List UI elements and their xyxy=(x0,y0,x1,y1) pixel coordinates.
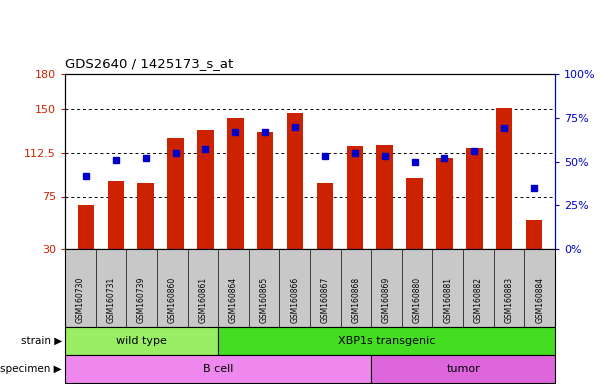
Bar xyxy=(436,158,453,249)
Text: GSM160882: GSM160882 xyxy=(474,277,483,323)
Text: GSM160864: GSM160864 xyxy=(229,277,238,323)
Text: specimen ▶: specimen ▶ xyxy=(1,364,62,374)
Text: GSM160880: GSM160880 xyxy=(413,277,422,323)
Text: GDS2640 / 1425173_s_at: GDS2640 / 1425173_s_at xyxy=(65,57,233,70)
Text: GSM160730: GSM160730 xyxy=(76,277,85,323)
Text: GSM160860: GSM160860 xyxy=(168,277,177,323)
Bar xyxy=(78,205,94,249)
Text: GSM160861: GSM160861 xyxy=(198,277,207,323)
Text: GSM160731: GSM160731 xyxy=(106,277,115,323)
Text: GSM160869: GSM160869 xyxy=(382,277,391,323)
Text: GSM160884: GSM160884 xyxy=(535,277,544,323)
Bar xyxy=(197,130,213,249)
Text: GSM160867: GSM160867 xyxy=(321,277,330,323)
Bar xyxy=(227,118,243,249)
Bar xyxy=(287,113,304,249)
Text: GSM160865: GSM160865 xyxy=(260,277,269,323)
Bar xyxy=(466,147,483,249)
Bar xyxy=(257,132,273,249)
Text: B cell: B cell xyxy=(203,364,233,374)
Text: GSM160866: GSM160866 xyxy=(290,277,299,323)
Bar xyxy=(526,220,542,249)
Bar xyxy=(406,178,423,249)
Bar xyxy=(167,138,184,249)
Bar xyxy=(347,146,363,249)
Text: XBP1s transgenic: XBP1s transgenic xyxy=(338,336,435,346)
Bar xyxy=(376,145,393,249)
Bar xyxy=(108,181,124,249)
Bar xyxy=(138,182,154,249)
Text: GSM160739: GSM160739 xyxy=(137,277,146,323)
Bar xyxy=(317,182,333,249)
Text: tumor: tumor xyxy=(447,364,480,374)
Bar xyxy=(496,108,513,249)
Text: GSM160881: GSM160881 xyxy=(444,277,453,323)
Text: GSM160868: GSM160868 xyxy=(352,277,361,323)
Text: strain ▶: strain ▶ xyxy=(21,336,62,346)
Text: wild type: wild type xyxy=(116,336,167,346)
Text: GSM160883: GSM160883 xyxy=(505,277,514,323)
